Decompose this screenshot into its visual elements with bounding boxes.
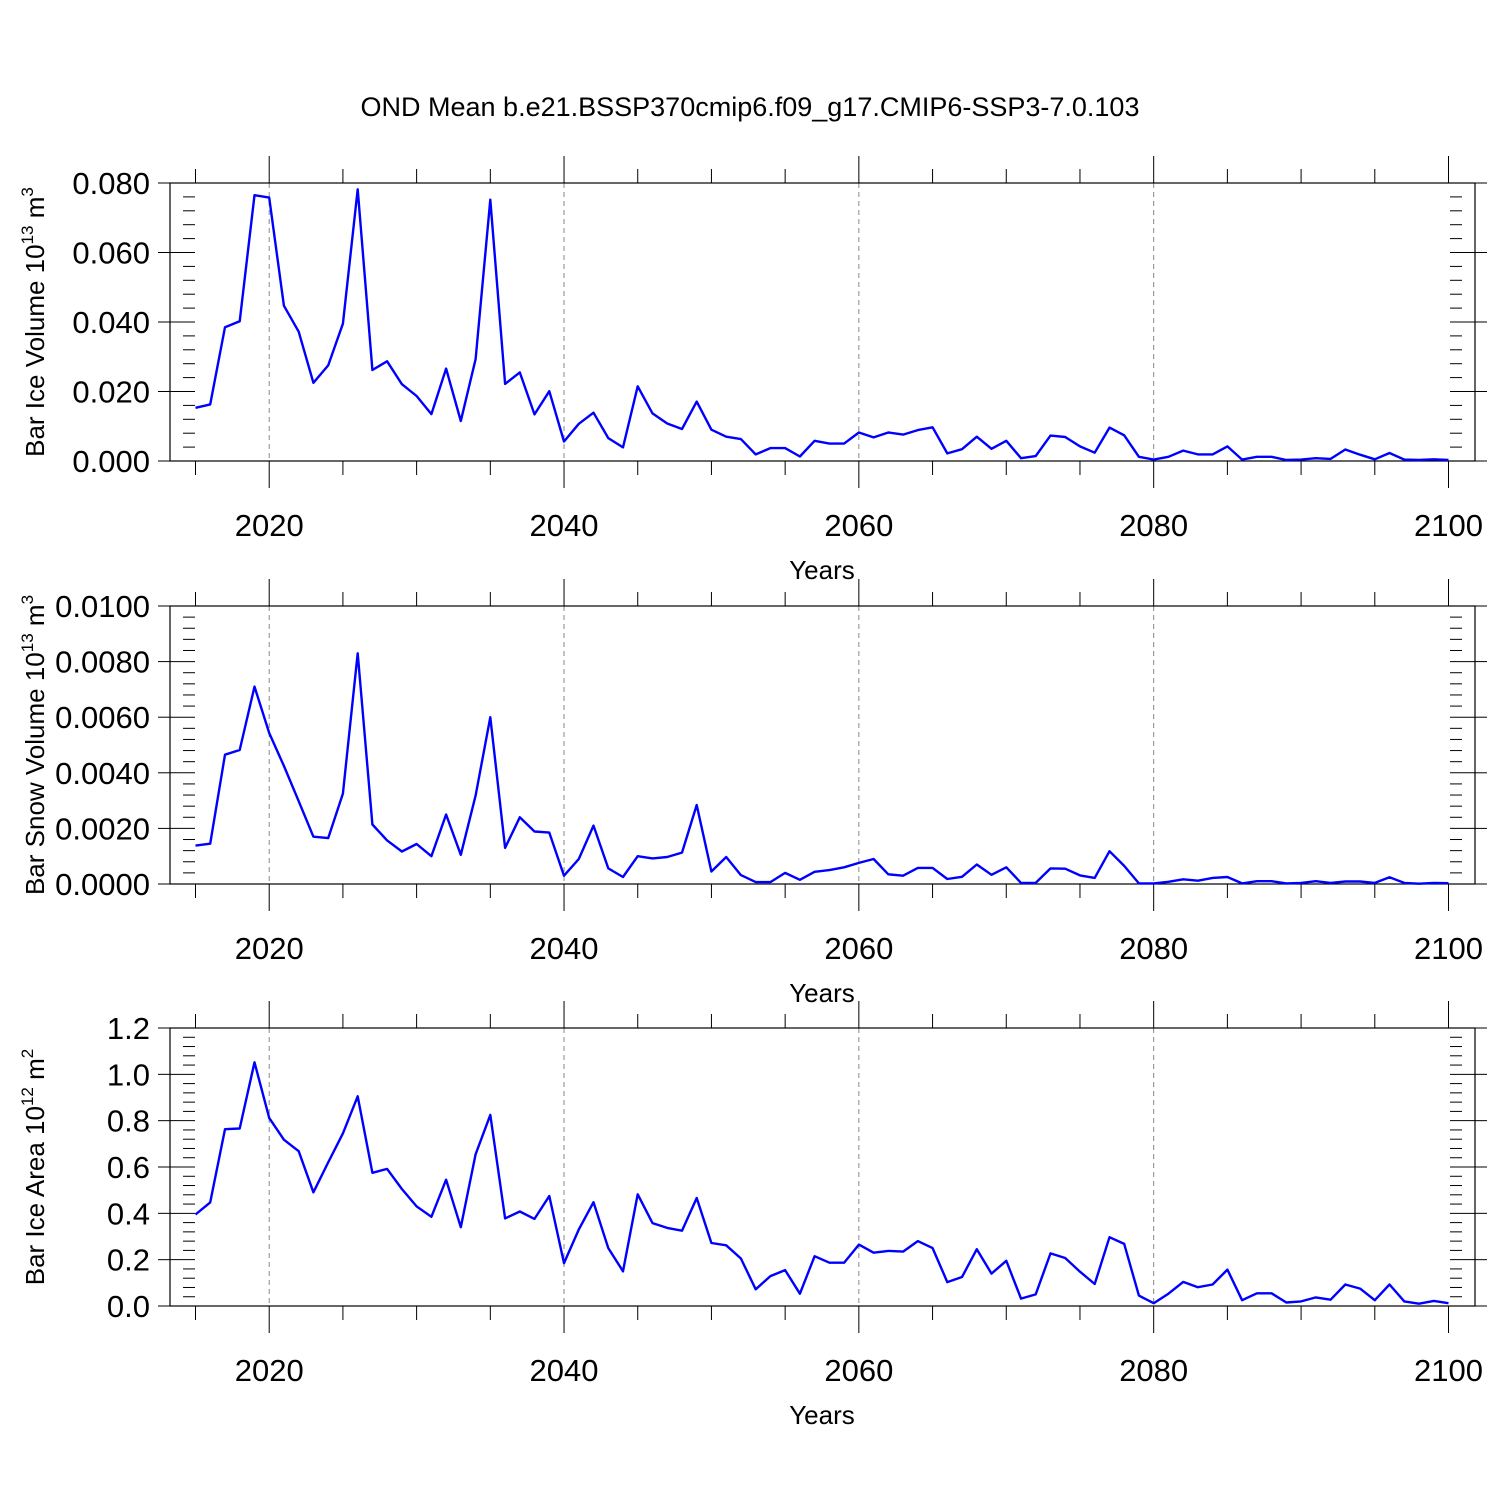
x-tick-label: 2040 — [530, 508, 599, 543]
y-tick-label: 0.0040 — [55, 756, 150, 791]
series-line — [195, 188, 1449, 462]
x-tick-label: 2080 — [1119, 1353, 1188, 1388]
x-tick-label: 2100 — [1414, 1353, 1483, 1388]
x-tick-label: 2060 — [824, 1353, 893, 1388]
y-tick-label: 1.0 — [107, 1057, 150, 1092]
y-tick-label: 0.080 — [72, 166, 150, 201]
plot-frame — [169, 1027, 1476, 1307]
x-axis-label: Years — [789, 1400, 855, 1430]
y-axis-label: Bar Snow Volume 1013 m3 — [18, 595, 50, 895]
y-axis-label: Bar Ice Area 1012 m2 — [18, 1049, 50, 1286]
y-tick-label: 0.8 — [107, 1104, 150, 1139]
y-tick-label: 0.060 — [72, 236, 150, 271]
x-tick-label: 2020 — [235, 931, 304, 966]
y-tick-label: 0.0 — [107, 1289, 150, 1324]
series-line — [195, 652, 1449, 885]
plot-frame — [169, 182, 1476, 462]
y-tick-label: 0.6 — [107, 1150, 150, 1185]
x-tick-label: 2080 — [1119, 508, 1188, 543]
chart-panel-1: 0.000 0.020 0.040 0.060 0.080 2020 2040 2060 208… — [18, 156, 1487, 585]
y-tick-label: 0.000 — [72, 444, 150, 479]
x-tick-label: 2020 — [235, 508, 304, 543]
x-tick-label: 2080 — [1119, 931, 1188, 966]
x-tick-label: 2100 — [1414, 931, 1483, 966]
y-tick-label: 0.0100 — [55, 589, 150, 624]
x-tick-label: 2060 — [824, 931, 893, 966]
y-tick-label: 0.0060 — [55, 700, 150, 735]
y-tick-label: 0.020 — [72, 375, 150, 410]
x-tick-label: 2040 — [530, 1353, 599, 1388]
y-tick-label: 0.0020 — [55, 811, 150, 846]
x-tick-label: 2060 — [824, 508, 893, 543]
y-axis-label: Bar Ice Volume 1013 m3 — [18, 187, 50, 457]
chart-panel-2: 0.0000 0.0020 0.0040 0.0060 0.0080 0.0100 2020… — [18, 579, 1487, 1008]
x-tick-label: 2040 — [530, 931, 599, 966]
y-tick-label: 0.4 — [107, 1196, 150, 1231]
y-tick-label: 0.040 — [72, 305, 150, 340]
x-tick-label: 2020 — [235, 1353, 304, 1388]
x-axis-label: Years — [789, 978, 855, 1008]
series-line — [194, 1061, 1449, 1305]
y-tick-label: 0.2 — [107, 1243, 150, 1278]
plot-frame — [169, 605, 1476, 885]
y-tick-label: 1.2 — [107, 1011, 150, 1046]
x-axis-label: Years — [789, 555, 855, 585]
figure-title: OND Mean b.e21.BSSP370cmip6.f09_g17.CMIP… — [360, 92, 1140, 122]
x-tick-label: 2100 — [1414, 508, 1483, 543]
y-tick-label: 0.0080 — [55, 645, 150, 680]
chart-panel-3: 0.0 0.2 0.4 0.6 0.8 1.0 1.2 2020 2040 2060 2080 210… — [18, 1001, 1487, 1430]
y-tick-label: 0.0000 — [55, 867, 150, 902]
